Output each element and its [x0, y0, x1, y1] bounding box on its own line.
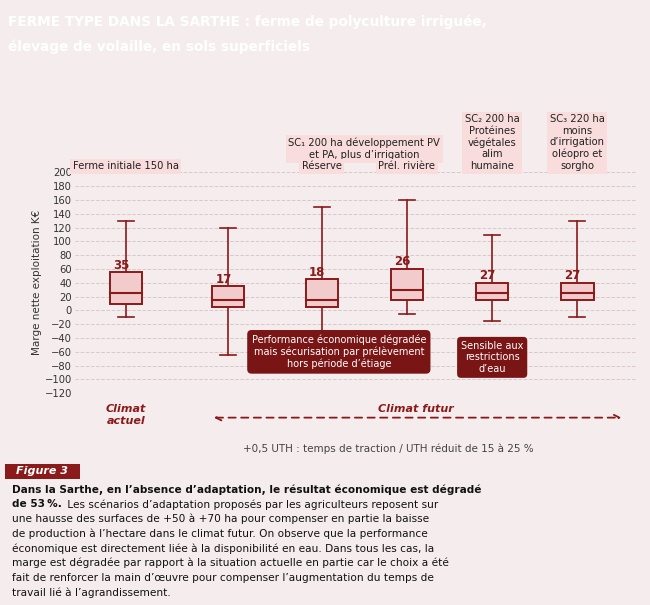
Text: Climat futur: Climat futur	[378, 404, 454, 414]
Text: Ferme initiale 150 ha: Ferme initiale 150 ha	[73, 161, 179, 171]
FancyBboxPatch shape	[391, 269, 423, 300]
Text: Réserve: Réserve	[302, 161, 342, 171]
Text: Performance économique dégradée
mais sécurisation par prélèvement
hors période d: Performance économique dégradée mais séc…	[252, 335, 426, 369]
Text: travail lié à l’agrandissement.: travail lié à l’agrandissement.	[12, 587, 170, 598]
FancyBboxPatch shape	[5, 464, 80, 479]
Text: FERME TYPE DANS LA SARTHE : ferme de polyculture irriguée,: FERME TYPE DANS LA SARTHE : ferme de pol…	[8, 15, 488, 29]
Y-axis label: Marge nette exploitation K€: Marge nette exploitation K€	[32, 210, 42, 356]
Text: une hausse des surfaces de +50 à +70 ha pour compenser en partie la baisse: une hausse des surfaces de +50 à +70 ha …	[12, 514, 429, 525]
FancyBboxPatch shape	[212, 286, 244, 307]
Text: de production à l’hectare dans le climat futur. On observe que la performance: de production à l’hectare dans le climat…	[12, 529, 428, 539]
FancyBboxPatch shape	[561, 283, 593, 300]
Text: 26: 26	[394, 255, 411, 269]
Text: fait de renforcer la main d’œuvre pour compenser l’augmentation du temps de: fait de renforcer la main d’œuvre pour c…	[12, 572, 434, 583]
Text: de 53 %.: de 53 %.	[12, 499, 62, 509]
FancyBboxPatch shape	[110, 272, 142, 304]
Text: Sensible aux
restrictions
d’eau: Sensible aux restrictions d’eau	[461, 341, 523, 374]
Text: SC₂ 200 ha
Protéines
végétales
alim
humaine: SC₂ 200 ha Protéines végétales alim huma…	[465, 114, 519, 171]
Text: Climat
actuel: Climat actuel	[106, 404, 146, 426]
Text: 27: 27	[565, 269, 581, 282]
Text: Les scénarios d’adaptation proposés par les agriculteurs reposent sur: Les scénarios d’adaptation proposés par …	[64, 499, 437, 510]
FancyBboxPatch shape	[306, 280, 338, 307]
FancyBboxPatch shape	[476, 283, 508, 300]
Text: 35: 35	[113, 259, 129, 272]
Text: 27: 27	[480, 269, 496, 282]
Text: élevage de volaille, en sols superficiels: élevage de volaille, en sols superficiel…	[8, 40, 310, 54]
Text: SC₃ 220 ha
moins
d’irrigation
oléopro et
sorgho: SC₃ 220 ha moins d’irrigation oléopro et…	[550, 114, 605, 171]
Text: SC₁ 200 ha développement PV
et PA, plus d’irrigation: SC₁ 200 ha développement PV et PA, plus …	[289, 138, 440, 160]
Text: Figure 3: Figure 3	[16, 466, 68, 476]
Text: Prél. rivière: Prél. rivière	[378, 161, 436, 171]
Text: +0,5 UTH : temps de traction / UTH réduit de 15 à 25 %: +0,5 UTH : temps de traction / UTH rédui…	[243, 443, 534, 454]
Text: Dans la Sarthe, en l’absence d’adaptation, le résultat économique est dégradé: Dans la Sarthe, en l’absence d’adaptatio…	[12, 485, 481, 495]
Text: 17: 17	[215, 273, 231, 286]
Text: 18: 18	[309, 266, 326, 279]
Text: économique est directement liée à la disponibilité en eau. Dans tous les cas, la: économique est directement liée à la dis…	[12, 543, 434, 554]
Text: marge est dégradée par rapport à la situation actuelle en partie car le choix a : marge est dégradée par rapport à la situ…	[12, 558, 448, 568]
